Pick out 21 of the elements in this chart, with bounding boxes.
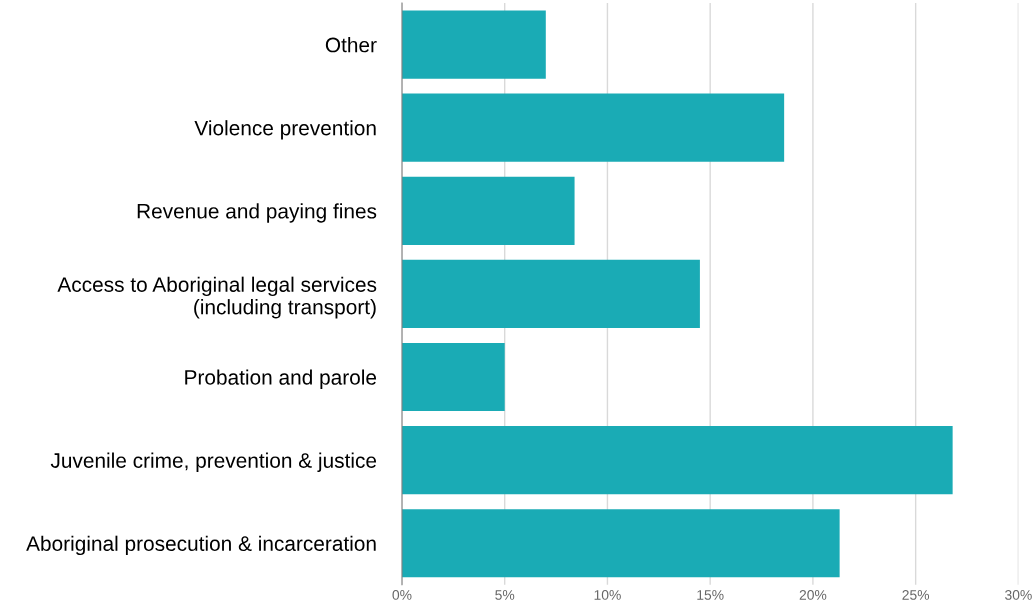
- y-tick-label: Access to Aboriginal legal services (including transport): [57, 276, 377, 319]
- bar: [401, 509, 840, 578]
- y-tick-label: Probation and parole: [185, 369, 377, 389]
- y-tick-label: Revenue and paying fines: [137, 203, 377, 223]
- x-tick-label: 20%: [799, 590, 827, 600]
- x-tick-label: 25%: [902, 590, 930, 600]
- y-tick-label: Other: [325, 37, 377, 53]
- y-tick-label: Juvenile crime, prevention & justice: [50, 452, 377, 472]
- y-tick-label: Aboriginal prosecution & incarceration: [26, 535, 376, 556]
- x-tick-label: 0%: [392, 590, 412, 600]
- y-tick-label: Violence prevention: [194, 120, 376, 140]
- x-tick-label: 5%: [495, 590, 515, 600]
- x-tick-label: 15%: [697, 590, 724, 600]
- bar: [401, 342, 505, 412]
- x-tick-label: 30%: [1005, 590, 1032, 600]
- bar: [401, 426, 953, 495]
- bar: [401, 93, 785, 162]
- bar: [401, 259, 700, 328]
- bar: [401, 176, 575, 245]
- x-tick-label: 10%: [594, 590, 621, 600]
- bar: [401, 10, 546, 79]
